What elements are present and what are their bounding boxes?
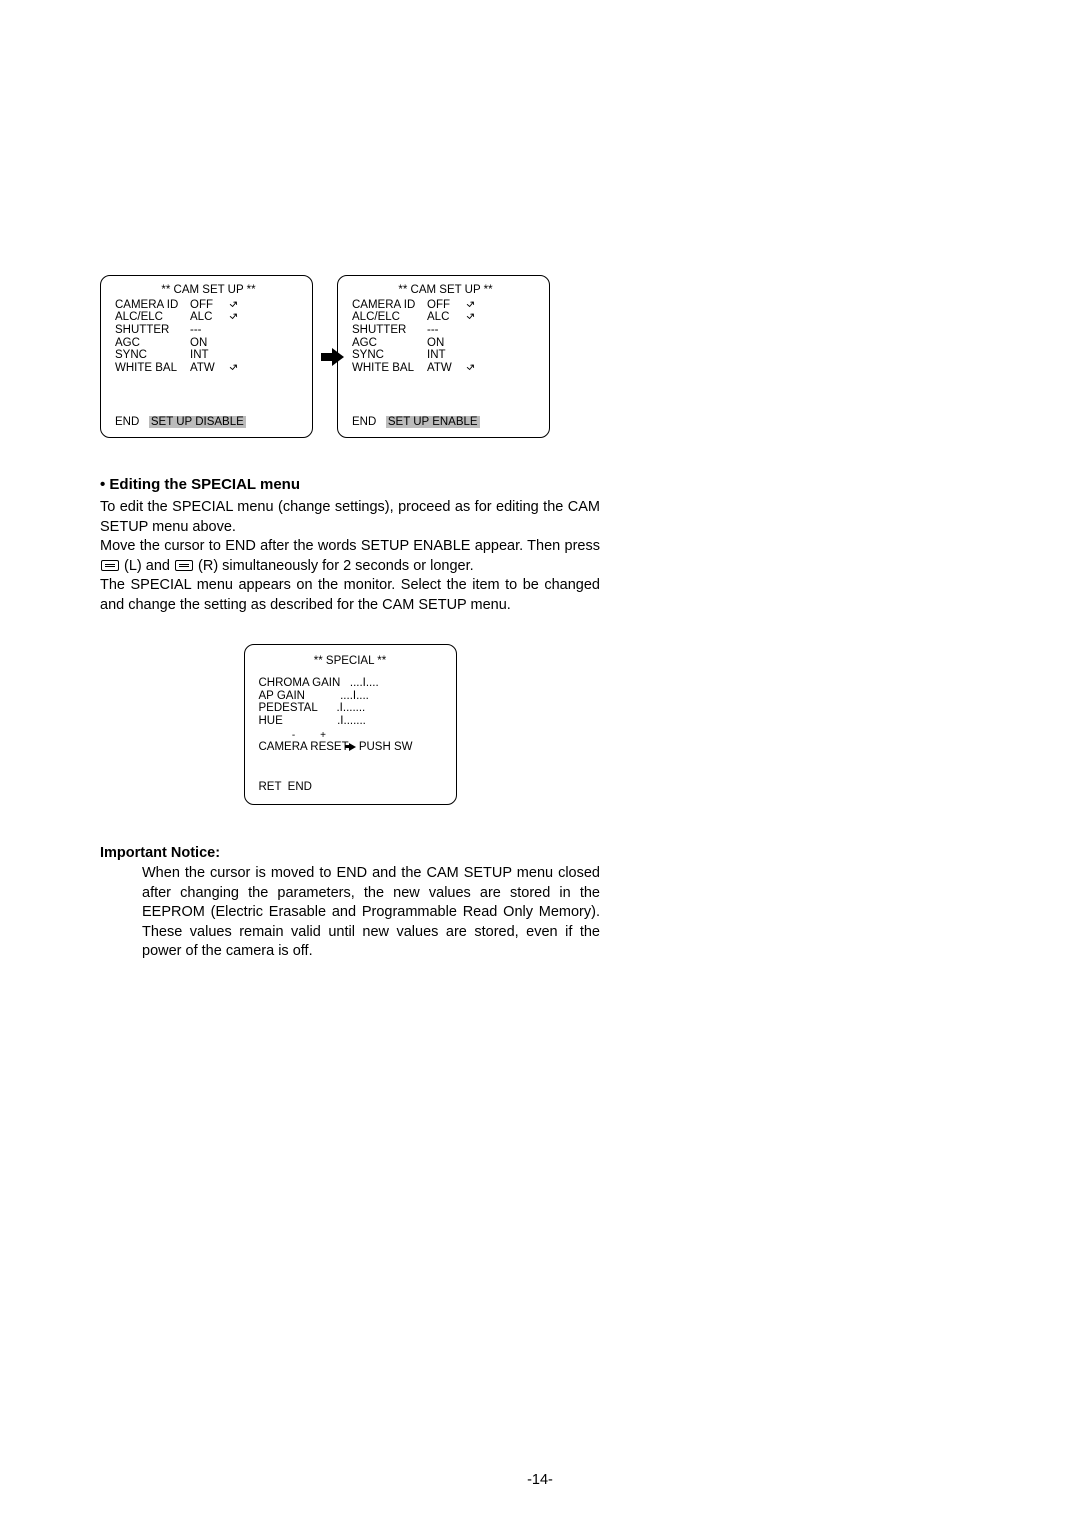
- menu-row: WHITE BALATW↵: [115, 362, 302, 375]
- reset-row: CAMERA RESET PUSH SW: [259, 741, 442, 754]
- signs-row: - +: [259, 730, 442, 741]
- box-title: ** CAM SET UP **: [115, 284, 302, 297]
- setup-enable-label: SET UP ENABLE: [386, 416, 480, 428]
- box-title: ** CAM SET UP **: [352, 284, 539, 297]
- menu-row: SYNCINT: [352, 349, 539, 362]
- page-content: ** CAM SET UP ** CAMERA IDOFF↵ ALC/ELCAL…: [100, 275, 600, 962]
- page-number: -14-: [0, 1472, 1080, 1488]
- special-menu-box: ** SPECIAL ** CHROMA GAIN ....I.... AP G…: [244, 644, 457, 805]
- special-row: AP GAIN ....I....: [259, 690, 442, 703]
- special-footer: RET END: [259, 781, 442, 794]
- box-footer: END SET UP DISABLE: [115, 416, 302, 429]
- paragraph-3: The SPECIAL menu appears on the monitor.…: [100, 576, 600, 615]
- menu-row: SHUTTER---: [115, 324, 302, 337]
- menu-row: ALC/ELCALC↵: [352, 311, 539, 324]
- special-row: CHROMA GAIN ....I....: [259, 677, 442, 690]
- menu-row: CAMERA IDOFF↵: [352, 299, 539, 312]
- menu-row: SHUTTER---: [352, 324, 539, 337]
- paragraph-2: Move the cursor to END after the words S…: [100, 537, 600, 576]
- menu-boxes-row: ** CAM SET UP ** CAMERA IDOFF↵ ALC/ELCAL…: [100, 275, 600, 438]
- menu-row: SYNCINT: [115, 349, 302, 362]
- button-r-icon: [175, 560, 193, 571]
- menu-row: AGCON: [352, 337, 539, 350]
- menu-row: CAMERA IDOFF↵: [115, 299, 302, 312]
- notice-body: When the cursor is moved to END and the …: [142, 864, 600, 962]
- menu-row: WHITE BALATW↵: [352, 362, 539, 375]
- special-row: PEDESTAL .I.......: [259, 702, 442, 715]
- special-title: ** SPECIAL **: [259, 655, 442, 668]
- menu-row: AGCON: [115, 337, 302, 350]
- setup-disable-label: SET UP DISABLE: [149, 416, 246, 428]
- arrow-right-small-icon: [349, 743, 356, 751]
- menu-row: ALC/ELCALC↵: [115, 311, 302, 324]
- button-l-icon: [101, 560, 119, 571]
- section-heading: • Editing the SPECIAL menu: [100, 476, 600, 493]
- paragraph-1: To edit the SPECIAL menu (change setting…: [100, 498, 600, 537]
- box-footer: END SET UP ENABLE: [352, 416, 539, 429]
- cam-setup-box-disable: ** CAM SET UP ** CAMERA IDOFF↵ ALC/ELCAL…: [100, 275, 313, 438]
- cam-setup-box-enable: ** CAM SET UP ** CAMERA IDOFF↵ ALC/ELCAL…: [337, 275, 550, 438]
- special-row: HUE .I.......: [259, 715, 442, 728]
- notice-heading: Important Notice:: [100, 845, 600, 861]
